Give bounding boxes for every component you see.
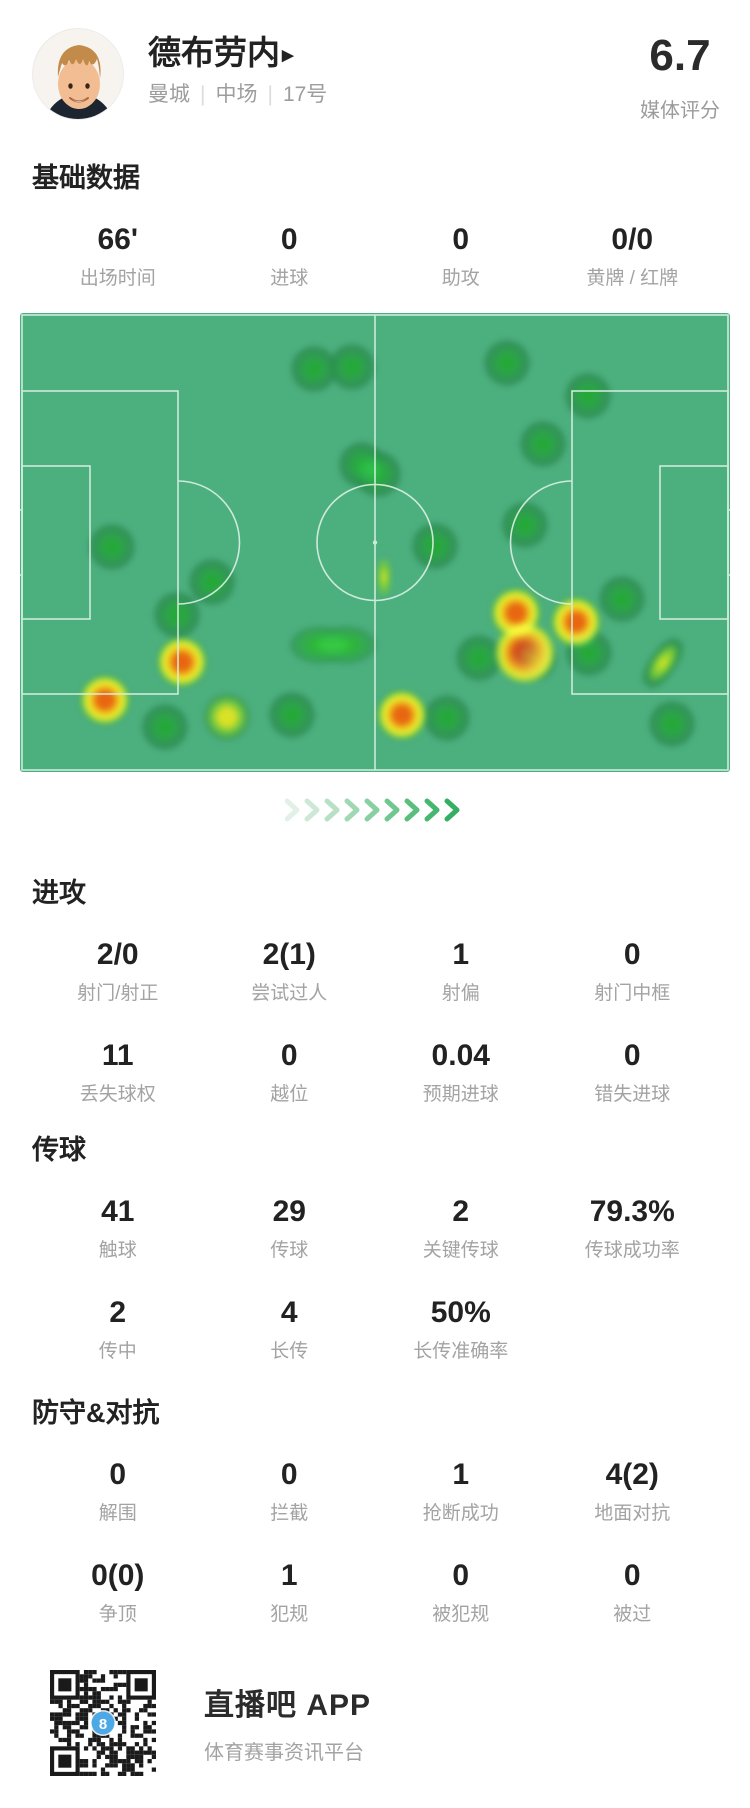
- svg-text:8: 8: [99, 1716, 107, 1733]
